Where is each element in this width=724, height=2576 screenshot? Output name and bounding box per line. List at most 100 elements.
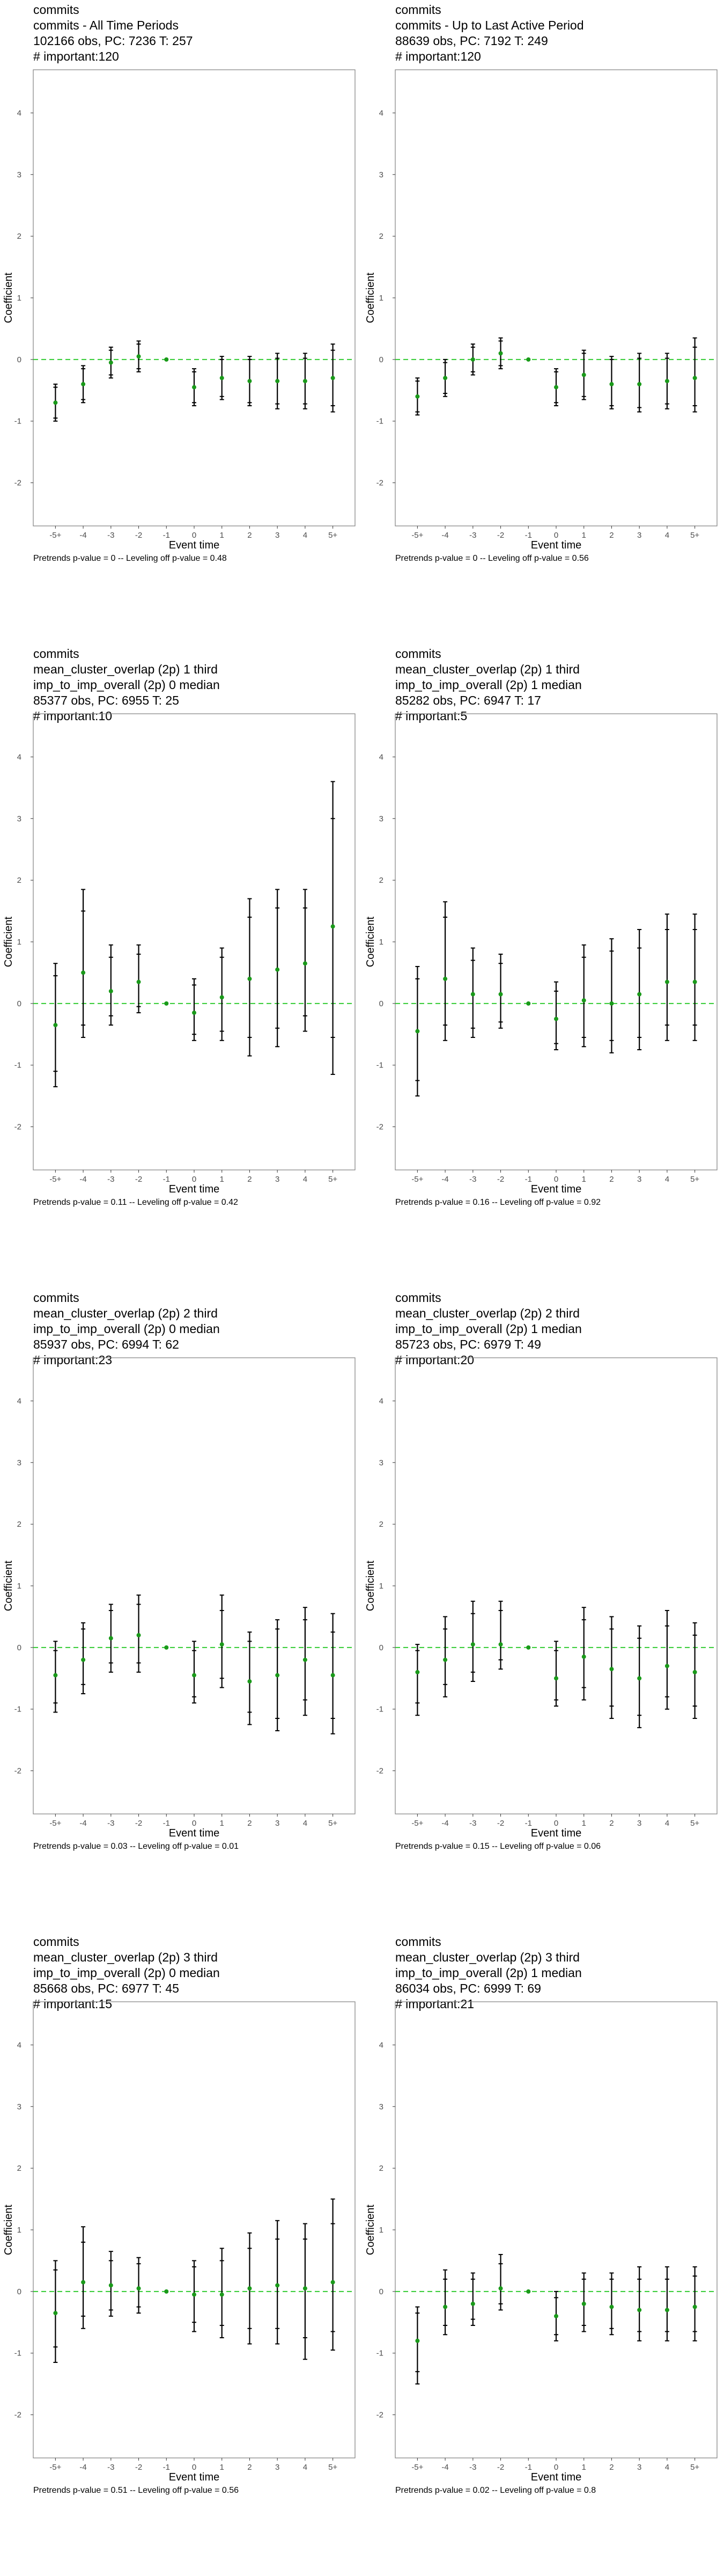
chart-title-line: imp_to_imp_overall (2p) 0 median — [33, 678, 220, 692]
chart-title-line: mean_cluster_overlap (2p) 2 third — [33, 1306, 218, 1320]
x-tick-label: 1 — [220, 1175, 224, 1184]
estimate-point — [470, 2301, 475, 2306]
x-axis-label: Event time — [169, 539, 219, 551]
y-axis-label: Coefficient — [3, 916, 14, 967]
x-tick-label: 3 — [637, 531, 641, 540]
x-tick-label: -4 — [441, 531, 448, 540]
estimate-point — [275, 379, 280, 384]
y-tick-label: -2 — [14, 479, 21, 488]
chart-panel: commits mean_cluster_overlap (2p) 1 third… — [0, 644, 362, 1288]
y-tick-label: 1 — [379, 294, 383, 303]
x-tick-label: 0 — [192, 2463, 196, 2472]
x-tick-label: 5+ — [690, 2463, 699, 2472]
estimate-point — [164, 1001, 169, 1006]
x-tick-label: 1 — [582, 2463, 586, 2472]
chart-panel: commits commits - Up to Last Active Perio… — [362, 0, 724, 644]
y-tick-label: -1 — [14, 417, 21, 426]
estimate-point — [443, 376, 448, 380]
chart-title-line: # important:15 — [33, 1997, 113, 2011]
chart-title-line: 85377 obs, PC: 6955 T: 25 — [33, 693, 179, 707]
chart-title-line: 85937 obs, PC: 6994 T: 62 — [33, 1337, 179, 1351]
x-tick-label: -1 — [525, 531, 532, 540]
chart-panel: commits mean_cluster_overlap (2p) 2 third… — [362, 1288, 724, 1932]
x-tick-label: -4 — [441, 1819, 448, 1828]
estimate-point — [81, 1657, 86, 1662]
chart-svg: -2 -1 0 1 2 3 4 -5+ -4 -3 -2 -1 0 1 2 3 4 5+ Event time Coe… — [3, 713, 356, 1195]
chart-panel: commits mean_cluster_overlap (2p) 3 third… — [0, 1932, 362, 2576]
estimate-point — [219, 2292, 224, 2297]
y-tick-label: 4 — [379, 2040, 383, 2050]
y-tick-label: 1 — [17, 938, 21, 947]
x-tick-label: 2 — [247, 2463, 252, 2472]
y-tick-label: -2 — [376, 479, 383, 488]
estimate-point — [275, 2283, 280, 2288]
y-axis-label: Coefficient — [3, 2204, 14, 2255]
estimate-point — [53, 1673, 58, 1678]
chart-title-line: 86034 obs, PC: 6999 T: 69 — [395, 1981, 541, 1995]
y-tick-label: -1 — [14, 2349, 21, 2358]
chart-title-line: 102166 obs, PC: 7236 T: 257 — [33, 34, 193, 48]
chart-title-line: # important:10 — [33, 709, 113, 723]
x-tick-label: -2 — [497, 1819, 504, 1828]
x-tick-label: 3 — [275, 1175, 279, 1184]
x-tick-label: 5+ — [690, 531, 699, 540]
estimate-point — [498, 992, 503, 997]
x-tick-label: 3 — [275, 2463, 279, 2472]
chart-title-line: imp_to_imp_overall (2p) 1 median — [395, 1966, 582, 1980]
y-tick-label: -1 — [376, 1061, 383, 1070]
chart-svg: -2 -1 0 1 2 3 4 -5+ -4 -3 -2 -1 0 1 2 3 4 5+ Event time Coe… — [365, 69, 718, 551]
estimate-point — [192, 1673, 196, 1678]
x-tick-label: 1 — [220, 1819, 224, 1828]
estimate-point — [415, 2338, 420, 2343]
x-tick-label: 2 — [609, 1819, 614, 1828]
x-tick-label: 4 — [665, 1819, 669, 1828]
y-tick-label: 0 — [379, 1643, 383, 1652]
estimate-point — [664, 979, 669, 984]
y-tick-label: -1 — [376, 417, 383, 426]
chart-title-line: commits — [395, 1291, 441, 1305]
y-tick-label: 4 — [17, 752, 21, 762]
x-tick-label: -3 — [107, 531, 114, 540]
x-tick-label: 4 — [665, 2463, 669, 2472]
estimate-point — [81, 382, 86, 386]
y-tick-label: -2 — [14, 1767, 21, 1776]
x-tick-label: -4 — [79, 1819, 86, 1828]
x-tick-label: 0 — [554, 531, 558, 540]
plot-border — [395, 69, 718, 526]
chart-title-line: mean_cluster_overlap (2p) 3 third — [395, 1950, 580, 1964]
estimate-point — [664, 2308, 669, 2312]
estimate-point — [302, 1657, 307, 1662]
estimate-point — [581, 1655, 586, 1659]
chart-title-line: mean_cluster_overlap (2p) 1 third — [33, 662, 218, 676]
x-tick-label: -1 — [525, 1819, 532, 1828]
plot-border — [33, 2001, 356, 2458]
chart-title-line: # important:120 — [395, 49, 481, 63]
estimate-point — [498, 351, 503, 356]
y-tick-label: 2 — [379, 1520, 383, 1529]
estimate-point — [609, 382, 614, 386]
y-tick-label: 3 — [17, 1458, 21, 1467]
y-axis-label: Coefficient — [365, 916, 376, 967]
x-axis-label: Event time — [531, 539, 581, 551]
chart-svg: -2 -1 0 1 2 3 4 -5+ -4 -3 -2 -1 0 1 2 3 4 5+ Event time Coe… — [3, 1357, 356, 1839]
x-tick-label: 2 — [609, 531, 614, 540]
estimate-point — [526, 357, 531, 362]
estimate-point — [637, 2308, 642, 2312]
chart-title: commits mean_cluster_overlap (2p) 1 third… — [395, 646, 582, 724]
x-tick-label: 0 — [192, 1819, 196, 1828]
x-tick-label: 4 — [303, 531, 307, 540]
estimate-point — [692, 979, 697, 984]
estimate-point — [443, 976, 448, 981]
y-tick-label: 3 — [379, 1458, 383, 1467]
estimate-point — [275, 1673, 280, 1678]
chart-title-line: 85723 obs, PC: 6979 T: 49 — [395, 1337, 541, 1351]
chart-title: commits mean_cluster_overlap (2p) 3 third… — [33, 1934, 220, 2012]
x-tick-label: -1 — [163, 531, 170, 540]
x-tick-label: 1 — [582, 531, 586, 540]
x-tick-label: -4 — [79, 531, 86, 540]
plot-border — [33, 1357, 356, 1814]
chart-title-line: commits - All Time Periods — [33, 18, 179, 32]
y-tick-label: 2 — [17, 876, 21, 885]
y-tick-label: -1 — [376, 1705, 383, 1714]
y-axis-label: Coefficient — [365, 272, 376, 323]
